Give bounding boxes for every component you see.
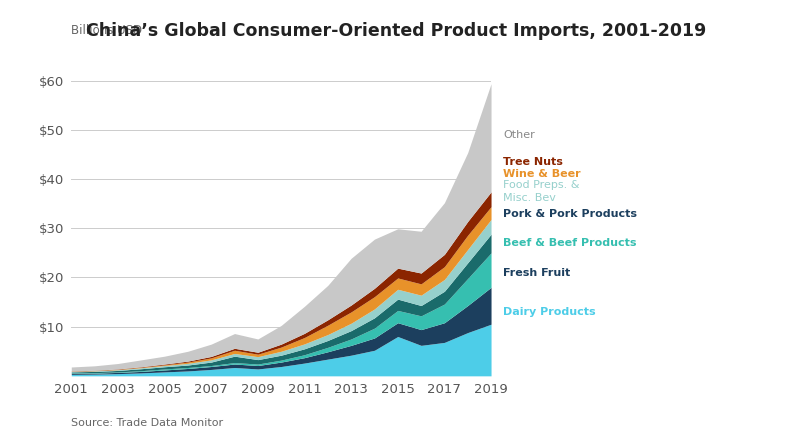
Text: Dairy Products: Dairy Products — [503, 307, 596, 317]
Text: Beef & Beef Products: Beef & Beef Products — [503, 238, 637, 248]
Text: China’s Global Consumer-Oriented Product Imports, 2001-2019: China’s Global Consumer-Oriented Product… — [86, 22, 706, 40]
Text: Fresh Fruit: Fresh Fruit — [503, 267, 570, 277]
Text: Wine & Beer: Wine & Beer — [503, 169, 581, 179]
Text: Source: Trade Data Monitor: Source: Trade Data Monitor — [71, 418, 223, 428]
Text: Tree Nuts: Tree Nuts — [503, 157, 563, 167]
Text: Pork & Pork Products: Pork & Pork Products — [503, 209, 637, 219]
Text: Other: Other — [503, 130, 535, 140]
Text: Food Preps. &
Misc. Bev: Food Preps. & Misc. Bev — [503, 180, 580, 203]
Text: Billions USD: Billions USD — [71, 24, 143, 37]
